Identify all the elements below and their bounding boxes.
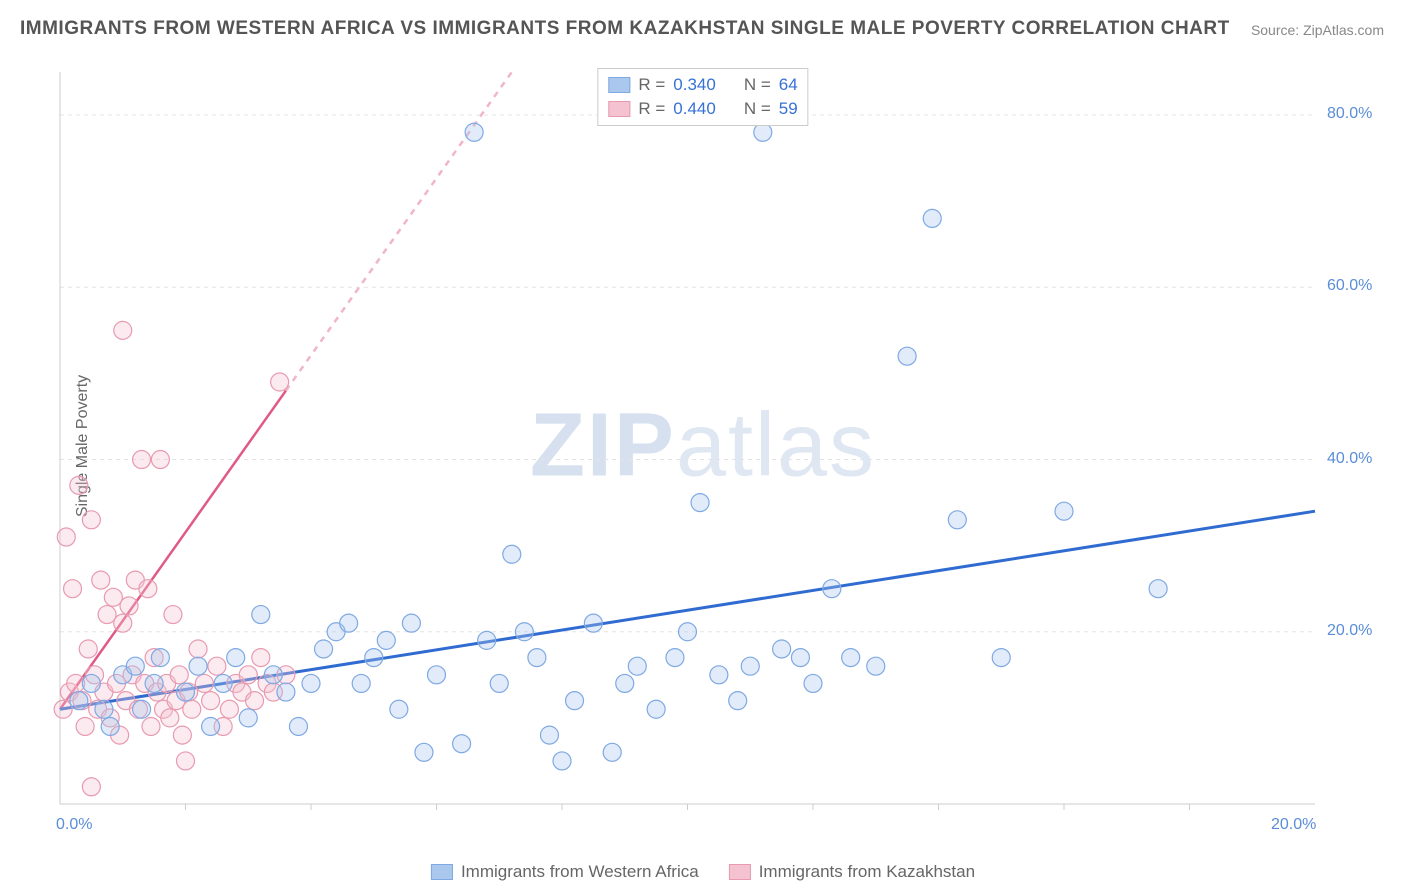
legend-series: Immigrants from Western Africa Immigrant… bbox=[431, 862, 975, 882]
legend-n-value-1: 64 bbox=[779, 75, 798, 95]
legend-swatch-pink bbox=[608, 101, 630, 117]
legend-swatch-blue bbox=[431, 864, 453, 880]
x-tick-label: 0.0% bbox=[56, 816, 92, 834]
legend-n-value-2: 59 bbox=[779, 99, 798, 119]
x-tick-label: 20.0% bbox=[1271, 816, 1316, 834]
y-tick-label: 80.0% bbox=[1327, 105, 1372, 123]
legend-label-1: Immigrants from Western Africa bbox=[461, 862, 699, 882]
y-tick-label: 20.0% bbox=[1327, 622, 1372, 640]
legend-swatch-pink bbox=[729, 864, 751, 880]
source-label: Source: ZipAtlas.com bbox=[1251, 22, 1384, 38]
legend-stats-row-2: R = 0.440 N = 59 bbox=[608, 97, 797, 121]
legend-stats: R = 0.340 N = 64 R = 0.440 N = 59 bbox=[597, 68, 808, 126]
legend-label-2: Immigrants from Kazakhstan bbox=[759, 862, 975, 882]
legend-item-1: Immigrants from Western Africa bbox=[431, 862, 699, 882]
legend-r-value-2: 0.440 bbox=[673, 99, 716, 119]
y-tick-label: 60.0% bbox=[1327, 277, 1372, 295]
legend-r-label: R = bbox=[638, 99, 665, 119]
legend-swatch-blue bbox=[608, 77, 630, 93]
legend-n-label: N = bbox=[744, 99, 771, 119]
legend-r-label: R = bbox=[638, 75, 665, 95]
legend-stats-row-1: R = 0.340 N = 64 bbox=[608, 73, 797, 97]
y-tick-label: 40.0% bbox=[1327, 450, 1372, 468]
legend-n-label: N = bbox=[744, 75, 771, 95]
legend-item-2: Immigrants from Kazakhstan bbox=[729, 862, 975, 882]
chart-container: IMMIGRANTS FROM WESTERN AFRICA VS IMMIGR… bbox=[0, 0, 1406, 892]
chart-title: IMMIGRANTS FROM WESTERN AFRICA VS IMMIGR… bbox=[20, 18, 1230, 40]
plot-svg bbox=[50, 62, 1385, 844]
legend-r-value-1: 0.340 bbox=[673, 75, 716, 95]
plot-area bbox=[50, 62, 1385, 844]
